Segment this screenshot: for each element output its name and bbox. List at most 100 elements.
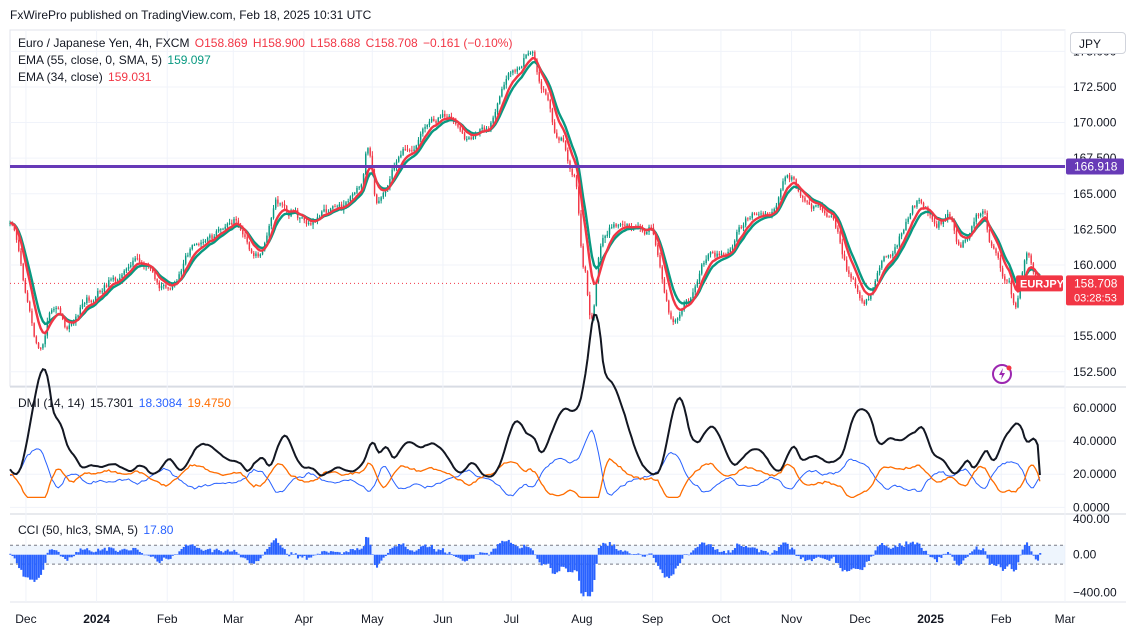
cci-bar <box>531 550 534 555</box>
cci-bar <box>920 547 923 555</box>
cci-bar <box>977 549 980 555</box>
resistance-label-bg <box>1066 158 1124 175</box>
dmi-legend[interactable]: DMI (14, 14) 15.7301 18.3084 19.4750 <box>18 396 233 410</box>
candle-body <box>1008 280 1010 282</box>
candle-body <box>753 213 756 215</box>
candle-body <box>676 318 679 321</box>
candle-body <box>582 246 584 267</box>
cci-bar <box>266 548 269 555</box>
cci-bar <box>301 554 304 558</box>
symbol-name[interactable]: Euro / Japanese Yen, 4h, FXCM <box>18 36 190 50</box>
cci-bar <box>33 554 36 582</box>
candles <box>9 50 1041 351</box>
candle-body <box>834 219 837 228</box>
cci-bar <box>606 545 609 555</box>
candle-body <box>608 227 611 235</box>
candle-body <box>97 290 99 298</box>
lightning-icon[interactable] <box>992 364 1012 384</box>
candle-body <box>558 137 560 141</box>
cci-bar <box>999 554 1002 568</box>
candle-body <box>18 239 20 251</box>
candle-body <box>694 286 696 293</box>
candle-body <box>503 84 505 89</box>
cci-bar <box>993 554 996 566</box>
candle-body <box>749 217 751 219</box>
candle-body <box>854 279 857 287</box>
cci-bar <box>83 549 86 555</box>
cci-bar <box>459 554 462 559</box>
resistance-label: 166.918 <box>1074 159 1118 173</box>
candle-body <box>793 177 795 180</box>
candle-body <box>714 252 716 257</box>
candle-body <box>195 244 198 245</box>
cci-bar <box>946 551 950 555</box>
candle-body <box>564 141 567 150</box>
cci-bar <box>26 554 29 578</box>
candle-body <box>953 220 956 231</box>
candle-body <box>1030 255 1032 264</box>
ema34-legend[interactable]: EMA (34, close) 159.031 <box>18 70 153 84</box>
cci-bar <box>496 544 499 555</box>
cci-legend[interactable]: CCI (50, hlc3, SMA, 5) 17.80 <box>18 523 175 537</box>
cci-bar <box>450 554 453 555</box>
cci-bar <box>64 554 67 560</box>
cci-bar <box>206 549 209 555</box>
cci-bar <box>780 544 783 555</box>
candle-body <box>20 250 22 264</box>
cci-bar <box>490 551 493 555</box>
candle-body <box>413 149 415 151</box>
cci-bar <box>448 551 451 555</box>
cci-bar <box>268 546 271 555</box>
currency-button[interactable]: JPY <box>1070 32 1126 54</box>
cci-bar <box>547 554 550 564</box>
candle-body <box>687 300 690 302</box>
candle-body <box>81 303 84 308</box>
cci-histogram <box>9 536 1042 597</box>
cci-bar <box>894 545 897 555</box>
cci-bar <box>1021 549 1024 555</box>
candle-body <box>751 213 753 218</box>
candle-body <box>325 209 327 213</box>
cci-bar <box>479 552 482 555</box>
cci-bar <box>927 554 930 555</box>
candle-body <box>824 210 826 214</box>
cci-bar <box>94 551 97 555</box>
cci-bar <box>909 542 912 555</box>
candle-body <box>340 204 343 210</box>
cci-bar <box>180 548 183 555</box>
cci-bar <box>503 541 506 555</box>
candle-body <box>696 281 699 287</box>
candle-body <box>444 113 446 117</box>
cci-bar <box>29 554 32 580</box>
cci-bar <box>567 554 570 573</box>
cci-bar <box>624 550 627 555</box>
candle-body <box>334 206 336 207</box>
candle-body <box>764 213 767 215</box>
candle-body <box>105 285 108 287</box>
candle-body <box>266 235 268 243</box>
cci-bar <box>169 554 172 559</box>
ema55-line <box>9 60 1041 326</box>
cci-bar <box>1030 551 1033 555</box>
candle-body <box>1006 280 1008 282</box>
cci-bar <box>439 550 442 555</box>
candle-body <box>867 299 870 300</box>
candle-body <box>597 257 600 282</box>
cci-bar <box>72 554 76 557</box>
candle-body <box>703 262 705 265</box>
candle-body <box>903 229 905 234</box>
cci-bar <box>988 554 991 565</box>
candle-body <box>946 213 949 219</box>
cci-bar <box>553 554 556 575</box>
last-price-label: 158.708 <box>1074 276 1118 290</box>
ema55-legend[interactable]: EMA (55, close, 0, SMA, 5) 159.097 <box>18 53 213 67</box>
dmi-minus-line <box>9 429 1041 497</box>
dmi-lines <box>9 313 1041 499</box>
candle-body <box>378 200 380 203</box>
cci-bar <box>411 550 414 555</box>
candle-body <box>606 234 609 237</box>
cci-bar <box>345 551 348 555</box>
cci-bar <box>88 550 91 555</box>
cci-bar <box>22 554 25 577</box>
